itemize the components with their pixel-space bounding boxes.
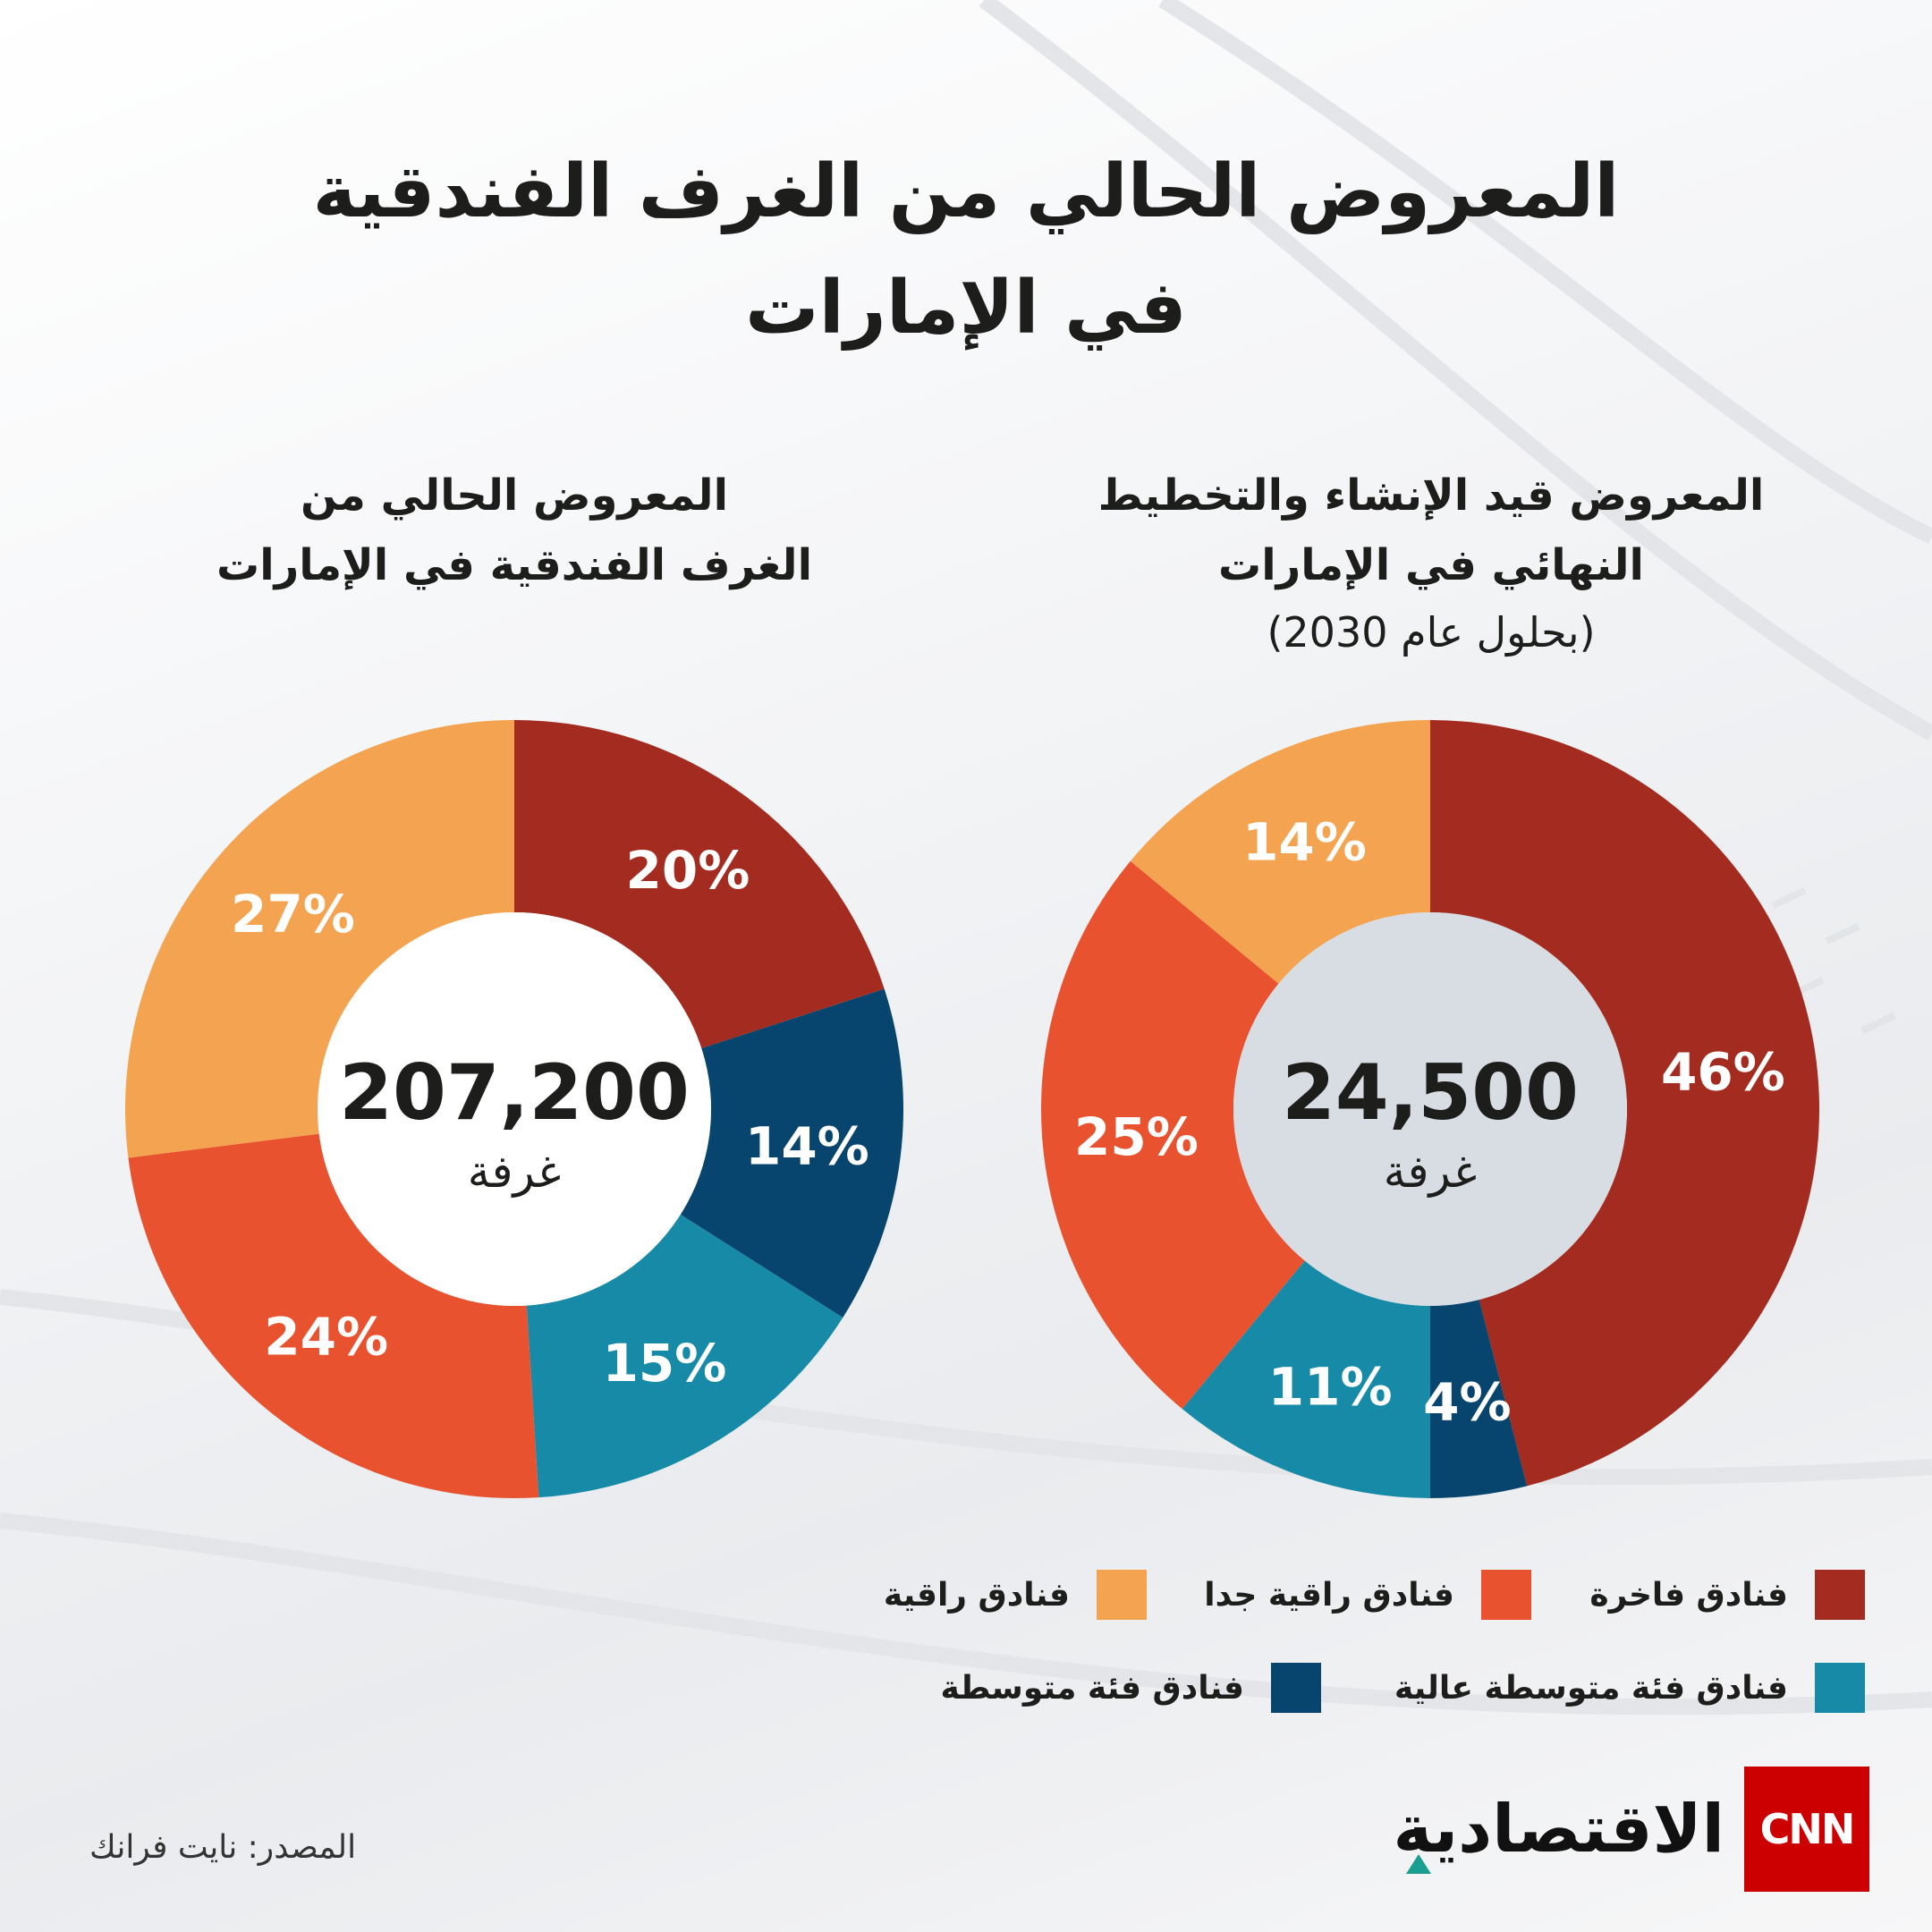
legend-item-upper-upscale: فنادق راقية جدا (1204, 1570, 1531, 1620)
center-unit-1: غرفة (1384, 1146, 1477, 1198)
legend-label-luxury: فنادق فاخرة (1589, 1576, 1788, 1614)
main-title-line2: في الإمارات (745, 266, 1187, 351)
slice-label-0-1: 14% (745, 1115, 869, 1176)
donut-chart-pipeline: 46% 4% 11% 25% 14% 24,500 غرفة (1041, 720, 1819, 1498)
chart-title-existing-line2: الغرف الفندقية في الإمارات (216, 540, 813, 590)
slice-label-0-2: 15% (603, 1333, 727, 1394)
chart-title-pipeline: المعروض قيد الإنشاء والتخطيط النهائي في … (1029, 461, 1834, 665)
logo-wordmark: الاقتصادية (1393, 1791, 1724, 1868)
slice-label-1-3: 25% (1074, 1106, 1199, 1167)
center-value-0: 207,200 (339, 1048, 690, 1138)
legend-label-upper-midscale: فنادق فئة متوسطة عالية (1394, 1669, 1788, 1707)
chart-title-existing-line1: المعروض الحالي من (300, 470, 729, 521)
legend-item-upper-midscale: فنادق فئة متوسطة عالية (1394, 1663, 1865, 1713)
donut-slice-0-2 (526, 1214, 843, 1498)
legend-swatch-upper-midscale (1815, 1663, 1865, 1713)
legend-swatch-luxury (1815, 1570, 1865, 1620)
slice-label-1-0: 46% (1661, 1042, 1785, 1103)
legend-swatch-upper-upscale (1481, 1570, 1531, 1620)
donut-chart-existing: 20% 14% 15% 24% 27% 207,200 غرفة (124, 720, 903, 1498)
main-title: المعروض الحالي من الغرف الفندقية في الإم… (161, 134, 1771, 367)
donut-slice-0-3 (128, 1133, 539, 1498)
center-value-1: 24,500 (1282, 1048, 1579, 1138)
donut-slice-0-4 (124, 720, 514, 1158)
donut-slice-1-0 (1430, 720, 1819, 1487)
chart-title-pipeline-line3: (بحلول عام 2030) (1267, 608, 1596, 657)
logo-triangle-icon (1406, 1854, 1431, 1874)
slice-label-0-4: 27% (231, 884, 355, 945)
donut-slice-0-0 (514, 720, 885, 1049)
chart-title-existing: المعروض الحالي من الغرف الفندقية في الإم… (112, 461, 917, 600)
chart-title-pipeline-line1: المعروض قيد الإنشاء والتخطيط (1097, 470, 1765, 521)
legend-label-midscale: فنادق فئة متوسطة (940, 1669, 1244, 1707)
slice-label-0-3: 24% (264, 1306, 388, 1367)
chart-title-pipeline-line2: النهائي في الإمارات (1217, 540, 1645, 590)
logo: CNN الاقتصادية (1394, 1767, 1869, 1892)
donut-slice-0-1 (680, 988, 903, 1318)
slice-label-1-1: 4% (1423, 1371, 1511, 1432)
legend-item-luxury: فنادق فاخرة (1589, 1570, 1865, 1620)
main-title-line1: المعروض الحالي من الغرف الفندقية (312, 149, 1620, 234)
donut-hole-1 (1233, 912, 1627, 1306)
donut-slice-1-3 (1041, 860, 1305, 1410)
slice-label-0-0: 20% (626, 840, 750, 901)
legend-item-upscale: فنادق راقية (884, 1570, 1147, 1620)
legend-label-upscale: فنادق راقية (883, 1576, 1070, 1614)
source-note: المصدر: نايت فرانك (89, 1829, 357, 1866)
donut-hole-0 (318, 912, 711, 1306)
center-unit-0: غرفة (468, 1146, 561, 1198)
legend-swatch-upscale (1097, 1570, 1147, 1620)
slice-label-1-2: 11% (1268, 1356, 1393, 1417)
cnn-logo: CNN (1744, 1767, 1869, 1892)
legend-swatch-midscale (1271, 1663, 1321, 1713)
slice-label-1-4: 14% (1242, 811, 1367, 872)
legend-item-midscale: فنادق فئة متوسطة (941, 1663, 1321, 1713)
donut-slice-1-2 (1182, 1260, 1430, 1498)
donut-slice-1-1 (1430, 1300, 1528, 1498)
legend-label-upper-upscale: فنادق راقية جدا (1204, 1576, 1454, 1614)
donut-slice-1-4 (1130, 720, 1430, 984)
